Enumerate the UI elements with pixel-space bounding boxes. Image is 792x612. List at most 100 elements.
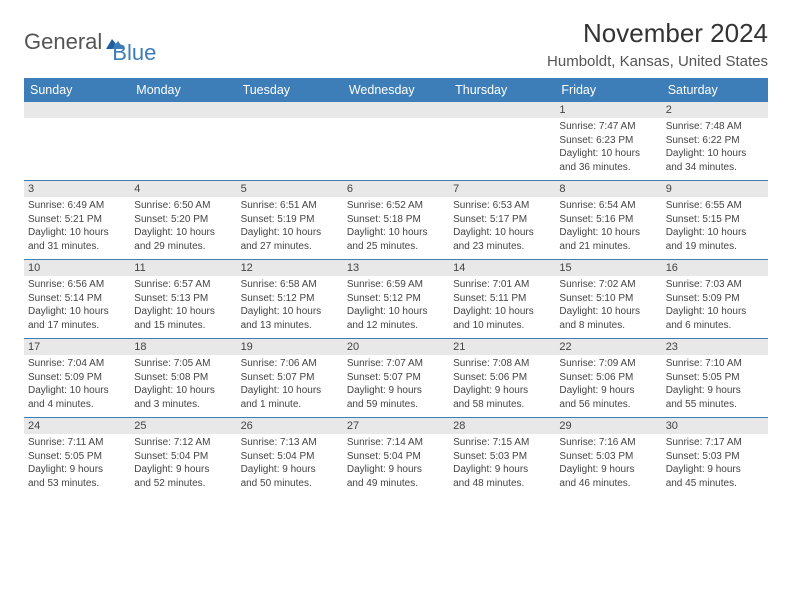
brand-logo: General Blue <box>24 18 156 66</box>
sunset-text: Sunset: 5:17 PM <box>453 213 551 227</box>
daylight-text-1: Daylight: 9 hours <box>134 463 232 477</box>
day-detail: Sunrise: 6:57 AMSunset: 5:13 PMDaylight:… <box>130 276 236 338</box>
daylight-text-2: and 55 minutes. <box>666 398 764 412</box>
daylight-text-1: Daylight: 10 hours <box>666 147 764 161</box>
calendar-week-row: 3Sunrise: 6:49 AMSunset: 5:21 PMDaylight… <box>24 181 768 260</box>
day-detail: Sunrise: 7:16 AMSunset: 5:03 PMDaylight:… <box>555 434 661 496</box>
daylight-text-1: Daylight: 10 hours <box>241 226 339 240</box>
day-detail-empty <box>449 118 555 176</box>
daylight-text-1: Daylight: 10 hours <box>347 226 445 240</box>
calendar-cell: 15Sunrise: 7:02 AMSunset: 5:10 PMDayligh… <box>555 260 661 339</box>
calendar-cell: 7Sunrise: 6:53 AMSunset: 5:17 PMDaylight… <box>449 181 555 260</box>
daylight-text-1: Daylight: 10 hours <box>134 226 232 240</box>
sunrise-text: Sunrise: 6:54 AM <box>559 199 657 213</box>
calendar-head-row: Sunday Monday Tuesday Wednesday Thursday… <box>24 78 768 102</box>
daylight-text-1: Daylight: 10 hours <box>241 384 339 398</box>
sunrise-text: Sunrise: 6:58 AM <box>241 278 339 292</box>
sunrise-text: Sunrise: 6:50 AM <box>134 199 232 213</box>
day-number: 15 <box>555 260 661 276</box>
day-number: 8 <box>555 181 661 197</box>
daylight-text-1: Daylight: 10 hours <box>28 384 126 398</box>
calendar-cell: 20Sunrise: 7:07 AMSunset: 5:07 PMDayligh… <box>343 339 449 418</box>
daylight-text-2: and 36 minutes. <box>559 161 657 175</box>
sunset-text: Sunset: 5:07 PM <box>241 371 339 385</box>
sunrise-text: Sunrise: 7:17 AM <box>666 436 764 450</box>
daylight-text-1: Daylight: 9 hours <box>347 384 445 398</box>
dayhead-thursday: Thursday <box>449 78 555 102</box>
day-number: 28 <box>449 418 555 434</box>
daylight-text-1: Daylight: 10 hours <box>559 305 657 319</box>
calendar-cell: 30Sunrise: 7:17 AMSunset: 5:03 PMDayligh… <box>662 418 768 497</box>
daylight-text-2: and 31 minutes. <box>28 240 126 254</box>
sunset-text: Sunset: 5:12 PM <box>241 292 339 306</box>
day-number: 3 <box>24 181 130 197</box>
calendar-cell: 14Sunrise: 7:01 AMSunset: 5:11 PMDayligh… <box>449 260 555 339</box>
day-number-empty <box>449 102 555 118</box>
day-detail-empty <box>130 118 236 176</box>
daylight-text-1: Daylight: 10 hours <box>559 147 657 161</box>
day-number: 12 <box>237 260 343 276</box>
day-detail: Sunrise: 7:15 AMSunset: 5:03 PMDaylight:… <box>449 434 555 496</box>
calendar-cell <box>130 102 236 181</box>
daylight-text-2: and 21 minutes. <box>559 240 657 254</box>
calendar-cell: 8Sunrise: 6:54 AMSunset: 5:16 PMDaylight… <box>555 181 661 260</box>
day-number: 5 <box>237 181 343 197</box>
sunrise-text: Sunrise: 7:05 AM <box>134 357 232 371</box>
day-number: 1 <box>555 102 661 118</box>
day-detail: Sunrise: 6:53 AMSunset: 5:17 PMDaylight:… <box>449 197 555 259</box>
sunrise-text: Sunrise: 6:52 AM <box>347 199 445 213</box>
sunset-text: Sunset: 5:05 PM <box>28 450 126 464</box>
calendar-cell <box>449 102 555 181</box>
daylight-text-2: and 29 minutes. <box>134 240 232 254</box>
daylight-text-1: Daylight: 10 hours <box>666 226 764 240</box>
sunset-text: Sunset: 5:06 PM <box>453 371 551 385</box>
sunrise-text: Sunrise: 7:48 AM <box>666 120 764 134</box>
day-number: 26 <box>237 418 343 434</box>
calendar-cell: 24Sunrise: 7:11 AMSunset: 5:05 PMDayligh… <box>24 418 130 497</box>
day-detail: Sunrise: 7:01 AMSunset: 5:11 PMDaylight:… <box>449 276 555 338</box>
day-detail: Sunrise: 7:47 AMSunset: 6:23 PMDaylight:… <box>555 118 661 180</box>
day-number: 25 <box>130 418 236 434</box>
calendar-cell: 12Sunrise: 6:58 AMSunset: 5:12 PMDayligh… <box>237 260 343 339</box>
daylight-text-2: and 3 minutes. <box>134 398 232 412</box>
sunrise-text: Sunrise: 7:12 AM <box>134 436 232 450</box>
sunrise-text: Sunrise: 7:03 AM <box>666 278 764 292</box>
calendar-cell: 23Sunrise: 7:10 AMSunset: 5:05 PMDayligh… <box>662 339 768 418</box>
day-number-empty <box>130 102 236 118</box>
daylight-text-2: and 10 minutes. <box>453 319 551 333</box>
daylight-text-1: Daylight: 9 hours <box>453 384 551 398</box>
day-number: 9 <box>662 181 768 197</box>
daylight-text-2: and 25 minutes. <box>347 240 445 254</box>
sunset-text: Sunset: 5:19 PM <box>241 213 339 227</box>
daylight-text-2: and 12 minutes. <box>347 319 445 333</box>
daylight-text-1: Daylight: 10 hours <box>666 305 764 319</box>
sunrise-text: Sunrise: 7:13 AM <box>241 436 339 450</box>
calendar-table: Sunday Monday Tuesday Wednesday Thursday… <box>24 78 768 496</box>
calendar-cell: 2Sunrise: 7:48 AMSunset: 6:22 PMDaylight… <box>662 102 768 181</box>
calendar-cell: 21Sunrise: 7:08 AMSunset: 5:06 PMDayligh… <box>449 339 555 418</box>
daylight-text-2: and 27 minutes. <box>241 240 339 254</box>
daylight-text-2: and 58 minutes. <box>453 398 551 412</box>
daylight-text-2: and 1 minute. <box>241 398 339 412</box>
day-detail: Sunrise: 7:03 AMSunset: 5:09 PMDaylight:… <box>662 276 768 338</box>
day-detail: Sunrise: 7:02 AMSunset: 5:10 PMDaylight:… <box>555 276 661 338</box>
daylight-text-1: Daylight: 10 hours <box>453 226 551 240</box>
calendar-cell: 22Sunrise: 7:09 AMSunset: 5:06 PMDayligh… <box>555 339 661 418</box>
day-number: 29 <box>555 418 661 434</box>
day-number: 13 <box>343 260 449 276</box>
calendar-cell: 27Sunrise: 7:14 AMSunset: 5:04 PMDayligh… <box>343 418 449 497</box>
location-text: Humboldt, Kansas, United States <box>547 53 768 70</box>
daylight-text-2: and 17 minutes. <box>28 319 126 333</box>
day-number: 19 <box>237 339 343 355</box>
calendar-cell: 17Sunrise: 7:04 AMSunset: 5:09 PMDayligh… <box>24 339 130 418</box>
daylight-text-2: and 8 minutes. <box>559 319 657 333</box>
daylight-text-1: Daylight: 10 hours <box>134 305 232 319</box>
daylight-text-1: Daylight: 9 hours <box>666 384 764 398</box>
calendar-cell: 13Sunrise: 6:59 AMSunset: 5:12 PMDayligh… <box>343 260 449 339</box>
day-detail: Sunrise: 7:04 AMSunset: 5:09 PMDaylight:… <box>24 355 130 417</box>
calendar-cell: 6Sunrise: 6:52 AMSunset: 5:18 PMDaylight… <box>343 181 449 260</box>
day-detail: Sunrise: 6:56 AMSunset: 5:14 PMDaylight:… <box>24 276 130 338</box>
calendar-cell: 19Sunrise: 7:06 AMSunset: 5:07 PMDayligh… <box>237 339 343 418</box>
day-detail: Sunrise: 7:10 AMSunset: 5:05 PMDaylight:… <box>662 355 768 417</box>
day-detail: Sunrise: 7:05 AMSunset: 5:08 PMDaylight:… <box>130 355 236 417</box>
